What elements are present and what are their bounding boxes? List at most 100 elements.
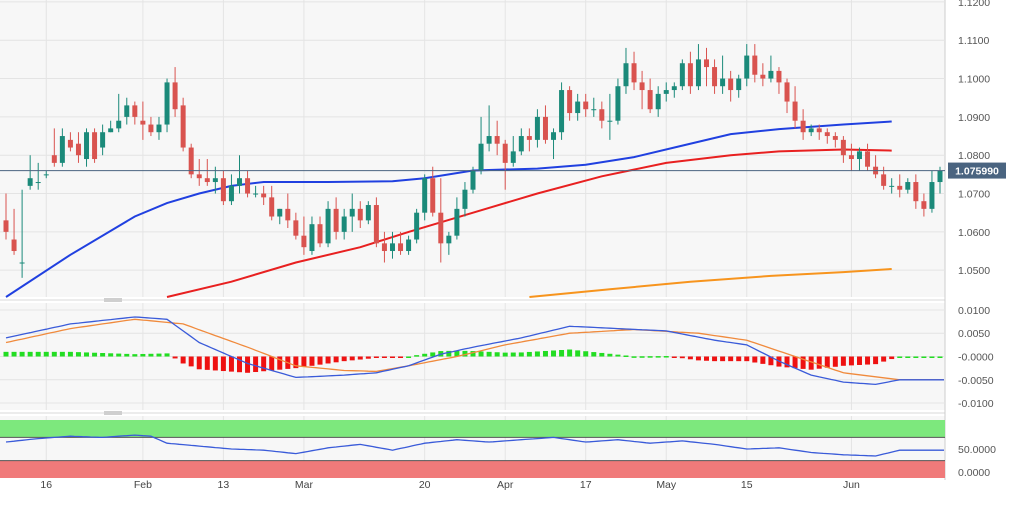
macd-histogram-bar	[293, 356, 299, 369]
price-tick-label: 1.0900	[958, 112, 990, 124]
candle	[43, 170, 49, 179]
candle-body	[752, 55, 758, 75]
candle	[687, 51, 693, 94]
macd-histogram-bar	[180, 356, 186, 364]
candle	[438, 178, 444, 263]
candle	[164, 78, 170, 133]
macd-histogram-bar	[647, 356, 653, 358]
macd-histogram-bar	[75, 352, 81, 357]
candle	[518, 128, 524, 156]
candle	[728, 70, 734, 102]
candle	[712, 59, 718, 94]
candle-body	[687, 63, 693, 87]
macd-histogram-bar	[583, 351, 589, 357]
price-tick-label: 1.0800	[958, 150, 990, 162]
candle	[679, 59, 685, 91]
x-tick-label: Jun	[843, 479, 860, 491]
candle-body	[856, 151, 862, 160]
candle	[333, 197, 339, 240]
candle	[19, 189, 25, 278]
candle-body	[84, 132, 90, 160]
candle	[929, 170, 935, 213]
candle-body	[228, 185, 234, 202]
candle	[534, 109, 540, 148]
candle	[245, 170, 251, 198]
price-tick-label: 1.1000	[958, 74, 990, 86]
candle-body	[92, 132, 98, 160]
candle	[84, 128, 90, 167]
candle	[832, 132, 838, 148]
candle	[325, 201, 331, 248]
macd-histogram-bar	[164, 353, 170, 357]
candle-body	[494, 136, 500, 144]
macd-histogram-bar	[116, 353, 122, 357]
candle-body	[639, 82, 645, 91]
candle-body	[937, 170, 943, 183]
macd-histogram-bar	[808, 356, 814, 370]
candle	[824, 128, 830, 144]
rsi-oversold-zone	[0, 460, 945, 478]
panel-resize-handle-1[interactable]	[0, 298, 945, 302]
candle-body	[607, 120, 613, 122]
macd-histogram-bar	[921, 356, 927, 358]
candle	[454, 197, 460, 240]
candle	[51, 128, 57, 167]
macd-tick-label: 0.0050	[958, 328, 990, 340]
candle-body	[220, 178, 226, 202]
macd-histogram-bar	[865, 356, 871, 365]
candle	[704, 47, 709, 87]
candle-body	[237, 178, 242, 186]
candle	[768, 55, 774, 83]
candle	[607, 93, 613, 140]
macd-histogram-bar	[832, 356, 838, 367]
candle	[414, 208, 420, 244]
candle	[317, 216, 323, 248]
candle	[172, 67, 178, 117]
macd-histogram-bar	[744, 356, 750, 362]
candle-body	[59, 136, 65, 163]
candle	[865, 143, 871, 171]
candle	[615, 78, 621, 125]
macd-signal-line	[5, 318, 944, 381]
macd-histogram-bar	[816, 356, 822, 369]
candle-body	[881, 174, 887, 186]
candle-body	[180, 105, 186, 148]
macd-histogram-bar	[905, 356, 911, 358]
candle-body	[591, 109, 597, 111]
candle	[575, 93, 581, 121]
candle-body	[140, 120, 146, 125]
macd-histogram-bar	[567, 349, 573, 357]
x-tick-label: 13	[218, 479, 230, 491]
candle-body	[728, 78, 734, 91]
candle	[341, 208, 347, 240]
candle-body	[309, 224, 315, 252]
candle-body	[526, 136, 532, 140]
candle-body	[518, 136, 524, 152]
candle-body	[534, 116, 540, 140]
candle-body	[848, 155, 854, 160]
candle-body	[261, 193, 267, 198]
candle	[67, 132, 73, 152]
panel-resize-handle-2[interactable]	[0, 411, 945, 415]
candle-body	[647, 90, 653, 110]
macd-histogram-bar	[889, 356, 895, 360]
candle-body	[285, 208, 291, 221]
candles	[3, 44, 943, 278]
candle-body	[623, 63, 629, 87]
macd-histogram-bar	[840, 356, 846, 366]
x-tick-label: 20	[419, 479, 431, 491]
macd-histogram-bar	[542, 350, 548, 357]
candle-body	[341, 216, 347, 232]
candle	[269, 185, 275, 221]
candle	[398, 231, 404, 255]
price-panel-bg	[0, 0, 945, 297]
macd-histogram-bar	[856, 356, 862, 365]
candle-body	[824, 132, 830, 137]
candle	[752, 44, 758, 83]
candle	[212, 166, 218, 194]
candle	[631, 51, 637, 91]
candle	[647, 78, 653, 114]
candle	[406, 235, 412, 255]
candle	[422, 174, 428, 221]
candle	[92, 128, 98, 163]
